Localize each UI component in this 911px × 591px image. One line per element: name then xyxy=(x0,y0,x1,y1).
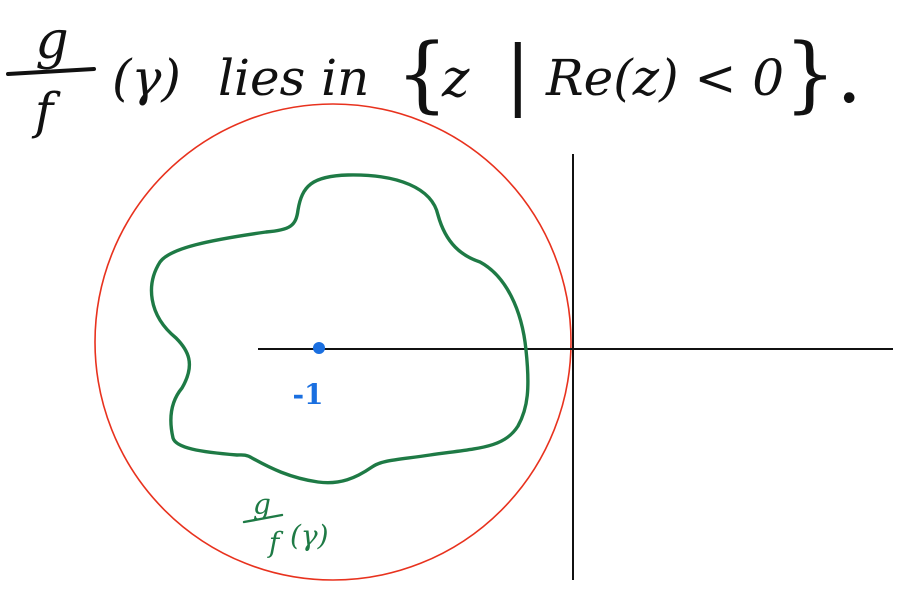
curve-label: g f (γ) xyxy=(242,488,329,559)
image-curve xyxy=(149,173,530,485)
heading-fraction-bar xyxy=(6,67,96,76)
heading-argument: (γ) xyxy=(112,49,181,107)
heading-fraction-numerator: g xyxy=(35,11,68,71)
heading: g f (γ) lies in { z | Re(z) < 0 }. xyxy=(6,11,862,140)
heading-verb: lies in xyxy=(218,49,369,107)
enclosing-circle xyxy=(94,103,572,581)
heading-set-open-brace: { xyxy=(396,27,448,122)
heading-fraction-denominator: f xyxy=(31,82,61,140)
curve-label-numerator: g xyxy=(253,488,271,521)
point-minus-one xyxy=(313,342,325,354)
point-minus-one-label: -1 xyxy=(292,378,323,411)
heading-set-condition: Re(z) < 0 xyxy=(545,49,784,107)
heading-set-variable: z xyxy=(441,49,470,109)
curve-label-denominator: f xyxy=(267,526,284,559)
heading-set-close-brace: }. xyxy=(784,27,862,122)
curve-label-argument: (γ) xyxy=(290,519,329,552)
heading-set-separator: | xyxy=(505,29,531,118)
curve-label-fraction-bar xyxy=(242,513,284,524)
